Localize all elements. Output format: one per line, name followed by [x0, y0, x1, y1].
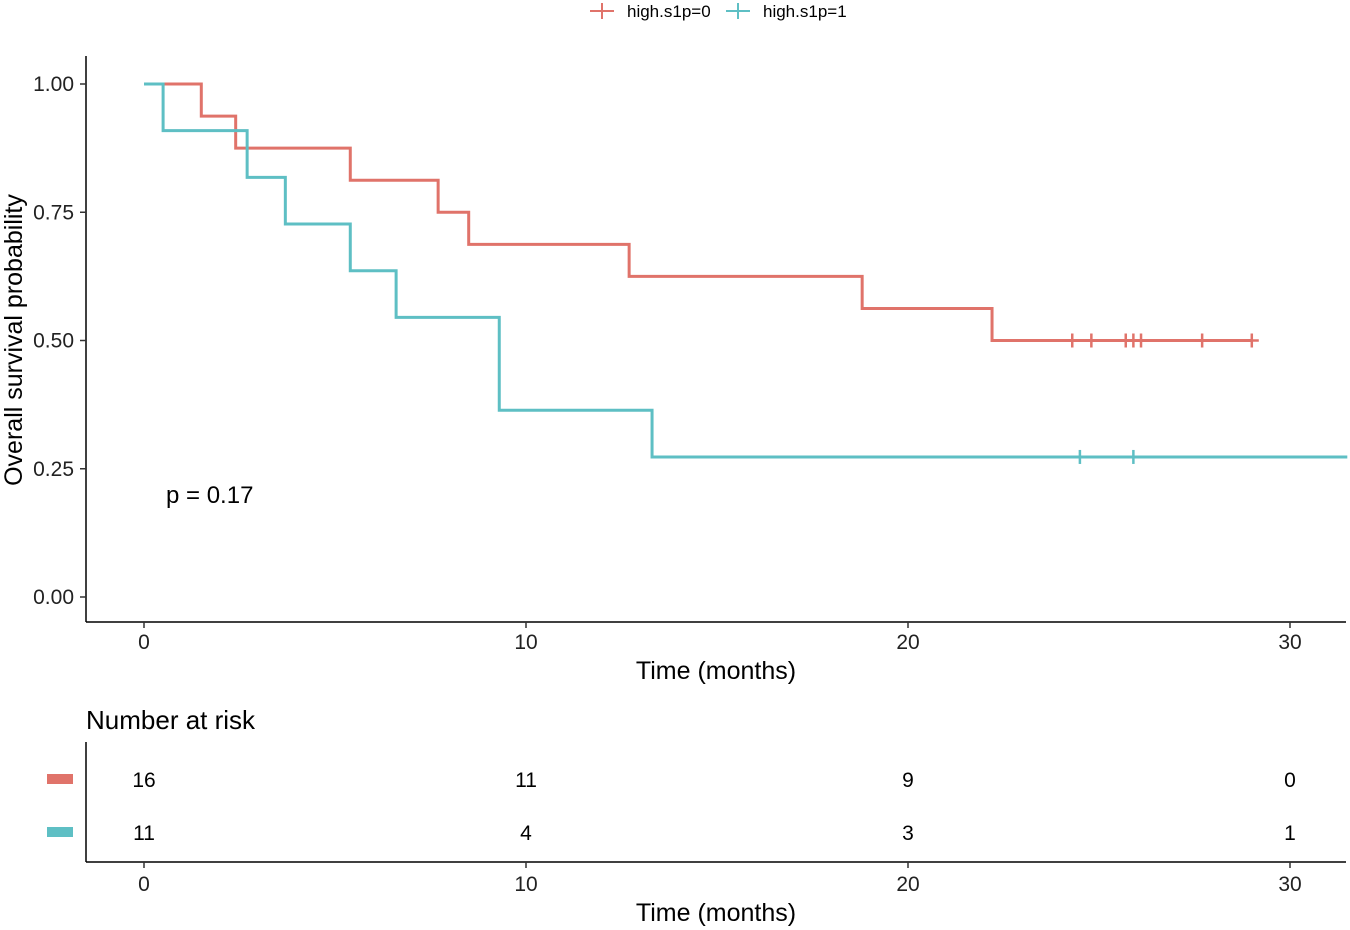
x-tick-label: 30 — [1278, 631, 1301, 654]
survival-line-group-1 — [144, 82, 1348, 459]
x-tick-label: 0 — [138, 631, 150, 654]
censor-mark-group-0 — [1084, 333, 1099, 348]
y-tick-label: 0.00 — [33, 586, 74, 609]
survival-line-group-0 — [144, 82, 1252, 342]
legend-entry-group-1: high.s1p=1 — [726, 2, 847, 21]
y-ticks: 0.00 0.25 0.50 0.75 1.00 — [33, 73, 86, 609]
risk-table-x-axis-title: Time (months) — [636, 899, 796, 927]
risk-table: Number at risk 16 11 9 0 11 4 3 1 0 10 20 30 Time … — [47, 705, 1346, 927]
x-tick-label: 0 — [138, 873, 150, 896]
censor-mark-group-0 — [1195, 333, 1210, 348]
censor-mark-group-1 — [1126, 449, 1141, 464]
censor-marks — [1065, 333, 1259, 464]
risk-x-ticks: 0 10 20 30 — [138, 862, 1302, 896]
legend: high.s1p=0 high.s1p=1 — [590, 2, 847, 21]
risk-count: 0 — [1284, 769, 1296, 792]
y-tick-label: 0.25 — [33, 458, 74, 481]
y-axis-title: Overall survival probability — [0, 194, 28, 486]
p-value-annotation: p = 0.17 — [166, 482, 253, 509]
risk-count: 11 — [133, 822, 155, 845]
risk-count: 1 — [1284, 822, 1296, 845]
censor-mark-group-0 — [1244, 333, 1259, 348]
y-tick-label: 0.50 — [33, 330, 74, 353]
risk-count: 11 — [515, 769, 537, 792]
risk-count: 16 — [132, 769, 155, 792]
legend-entry-group-0: high.s1p=0 — [590, 2, 711, 21]
censor-mark-group-0 — [1134, 333, 1149, 348]
legend-label-group-0: high.s1p=0 — [627, 2, 711, 21]
risk-table-title: Number at risk — [86, 705, 256, 735]
x-tick-label: 10 — [514, 631, 537, 654]
main-plot: 0.00 0.25 0.50 0.75 1.00 0 10 20 30 p = 0.17 Ti… — [0, 56, 1348, 685]
risk-row-swatch-group-1 — [47, 827, 73, 837]
censor-mark-group-1 — [1072, 449, 1087, 464]
x-axis-title: Time (months) — [636, 657, 796, 685]
risk-count: 9 — [902, 769, 914, 792]
risk-count: 4 — [520, 822, 532, 845]
censor-mark-group-0 — [1065, 333, 1080, 348]
x-tick-label: 20 — [896, 873, 919, 896]
x-tick-label: 10 — [514, 873, 537, 896]
y-tick-label: 0.75 — [33, 201, 74, 224]
risk-count: 3 — [902, 822, 914, 845]
risk-rows: 16 11 9 0 11 4 3 1 — [47, 769, 1296, 845]
legend-label-group-1: high.s1p=1 — [763, 2, 847, 21]
series-lines — [144, 82, 1348, 459]
x-tick-label: 20 — [896, 631, 919, 654]
x-tick-label: 30 — [1278, 873, 1301, 896]
x-ticks: 0 10 20 30 — [138, 622, 1302, 654]
risk-row-swatch-group-0 — [47, 774, 73, 784]
y-tick-label: 1.00 — [33, 73, 74, 96]
